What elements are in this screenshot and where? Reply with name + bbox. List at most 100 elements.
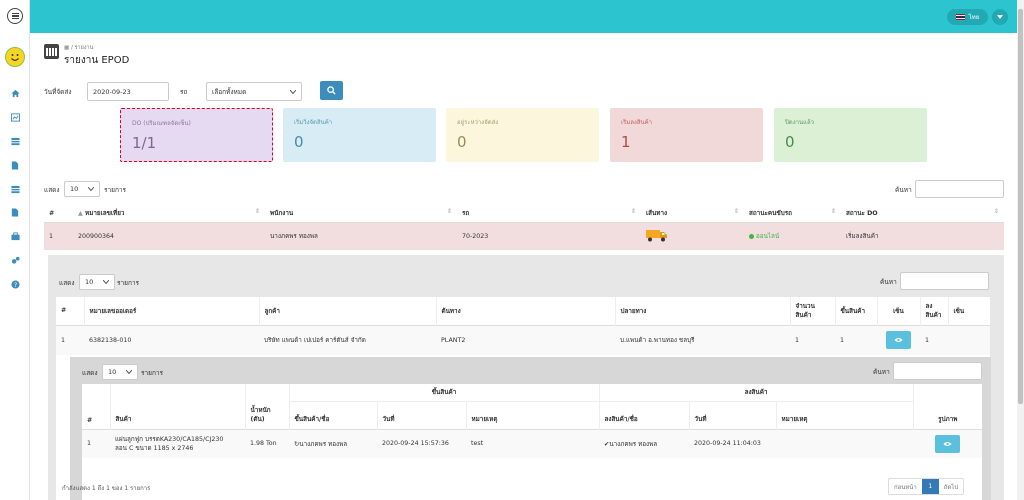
status-card-value: 0 [294,133,304,151]
page-size-value: 10 [70,185,79,193]
avatar[interactable] [5,47,25,67]
pagination: ก่อนหน้า 1 ถัดไป [888,478,965,495]
table-row[interactable]: 1 200900364 นางภคพร ทองพล 70-2023 ออนไลน… [44,222,1004,250]
col-header[interactable]: เซ็น [877,297,921,325]
sort-icon: ⇕ [733,208,739,216]
table-row[interactable]: 1 แผ่นลูกฟูก บรรดKA230/CA185/CJ230 ลอน C … [82,429,983,458]
col-header[interactable]: วันที่ [689,401,777,429]
col-header-line: จำนวน [795,302,815,310]
col-header[interactable]: วันที่ [377,401,467,429]
briefcase-icon[interactable] [0,225,30,249]
col-header[interactable]: จำนวน สินค้า [790,297,836,325]
col-header[interactable]: หมายเหตุ [776,401,914,429]
col-header[interactable]: สถานะคนขับรถ ⇕ [744,205,841,222]
status-card-value: 1/1 [132,134,157,152]
status-card[interactable]: DO (ปริมณฑลจัดเซ็น) 1/1 [120,108,273,162]
user-menu-button[interactable] [992,9,1008,25]
vehicle-select-value: เลือกทั้งหมด [212,87,247,96]
view-signature-button[interactable] [886,331,911,350]
pagination-page[interactable]: 1 [921,479,939,494]
page-size-label: แสดง [44,186,60,194]
col-header[interactable]: ลง สินค้า [920,297,949,325]
rows-label: รายการ [104,186,127,194]
sort-icon: ⇕ [446,208,452,216]
col-header[interactable]: ▲ หมายเลขเที่ยว ⇕ [78,208,260,218]
chevron-down-icon [997,15,1003,19]
col-header[interactable]: # [56,297,85,325]
status-card[interactable]: เริ่มวิ่งจัดสินค้า 0 [283,108,436,162]
col-header[interactable]: # [82,401,111,429]
sidebar: ? [0,0,30,500]
col-header[interactable]: ลูกค้า [259,297,437,325]
truck-icon[interactable] [646,229,668,242]
cell-load-sign [877,325,920,355]
table-row[interactable]: 1 6382138-010 บริษัท แพนด้า เปเปอร์ คาร์… [56,325,990,355]
trip-table: # ▲ หมายเลขเที่ยว ⇕ พนักงาน ⇕ รถ ⇕ เส้นทาง ⇕… [44,205,1004,250]
language-selector[interactable]: ไทย [947,9,988,25]
settings-icon[interactable] [0,249,30,273]
breadcrumb-item[interactable]: รายงาน [74,45,94,51]
search-label: ค้นหา [880,278,897,286]
status-card[interactable]: อยู่ระหว่างจัดส่ง 0 [446,108,599,162]
table-icon[interactable] [0,130,30,154]
pagination-prev[interactable]: ก่อนหน้า [894,483,917,491]
col-header-label: เส้นทาง [646,210,668,218]
home-icon[interactable] [0,82,30,106]
page-size-select[interactable]: 10 [64,181,100,197]
col-header[interactable]: หมายเหตุ [466,401,600,429]
col-header-label: พนักงาน [270,210,294,218]
col-header[interactable]: # [49,209,55,217]
menu-toggle-icon[interactable] [7,8,23,24]
product-line: ลอน C ขนาด 1185 x 2746 [115,444,194,452]
search-input[interactable] [893,362,982,380]
table-icon[interactable] [0,177,30,201]
col-header[interactable]: เซ็น [953,307,965,315]
page-scrollbar[interactable] [1017,0,1024,500]
file-icon[interactable] [0,201,30,225]
breadcrumb-home-icon[interactable]: ▦ [64,45,70,51]
col-header[interactable]: ปลายทาง [615,297,791,325]
page-size-label: แสดง [59,279,75,287]
file-icon[interactable] [0,153,30,177]
driver-status-label: ออนไลน์ [756,233,780,241]
col-header[interactable]: เส้นทาง ⇕ [641,205,744,222]
col-header[interactable]: ต้นทาง [436,297,616,325]
col-header[interactable]: ขึ้นสินค้า [835,297,878,325]
date-input[interactable]: 2020-09-23 [87,82,169,101]
col-header[interactable]: ลงสินค้า/ชื่อ [599,401,690,429]
chart-icon[interactable] [0,106,30,130]
col-header[interactable]: พนักงาน ⇕ [265,205,457,222]
col-header[interactable]: รถ ⇕ [457,205,641,222]
chevron-down-icon [126,370,132,374]
page-size-select[interactable]: 10 [102,364,138,380]
search-button[interactable] [320,81,343,100]
group-header-load: ขึ้นสินค้า [289,384,600,402]
col-header[interactable]: ขึ้นสินค้า/ชื่อ [289,401,378,429]
col-header-label: รถ [462,210,470,218]
vehicle-select[interactable]: เลือกทั้งหมด [206,82,302,101]
view-image-button[interactable] [935,434,961,453]
pagination-next[interactable]: ถัดไป [943,483,959,491]
col-header[interactable]: สินค้า [110,401,246,429]
cell-load-note: test [471,440,484,448]
top-bar: ไทย [30,0,1017,33]
page-size-select[interactable]: 10 [79,274,115,290]
rows-label: รายการ [117,279,140,287]
status-card[interactable]: เริ่มลงสินค้า 1 [610,108,763,162]
scrollbar-thumb[interactable] [1018,9,1023,404]
language-label: ไทย [968,14,980,21]
sort-icon: ⇕ [993,208,999,216]
help-icon[interactable]: ? [0,272,30,296]
col-header-line: สินค้า [925,311,942,319]
col-header[interactable]: สถานะ DO ⇕ [841,205,1004,222]
load-by-name: นางภคพร ทองพล [299,440,348,448]
search-input[interactable] [900,272,989,290]
col-header[interactable]: รูปภาพ [938,415,958,423]
cell-customer: บริษัท แพนด้า เปเปอร์ คาร์ตันส์ จำกัด [264,337,366,345]
status-card[interactable]: ปิดงานแล้ว 0 [774,108,927,162]
search-input[interactable] [915,180,1004,198]
cell-weight: 1.98 Ton [250,440,277,448]
col-header[interactable]: หมายเลขออเดอร์ [84,297,260,325]
col-header[interactable]: น้ำหนัก (ตัน) [245,401,290,429]
search-icon [327,86,336,95]
